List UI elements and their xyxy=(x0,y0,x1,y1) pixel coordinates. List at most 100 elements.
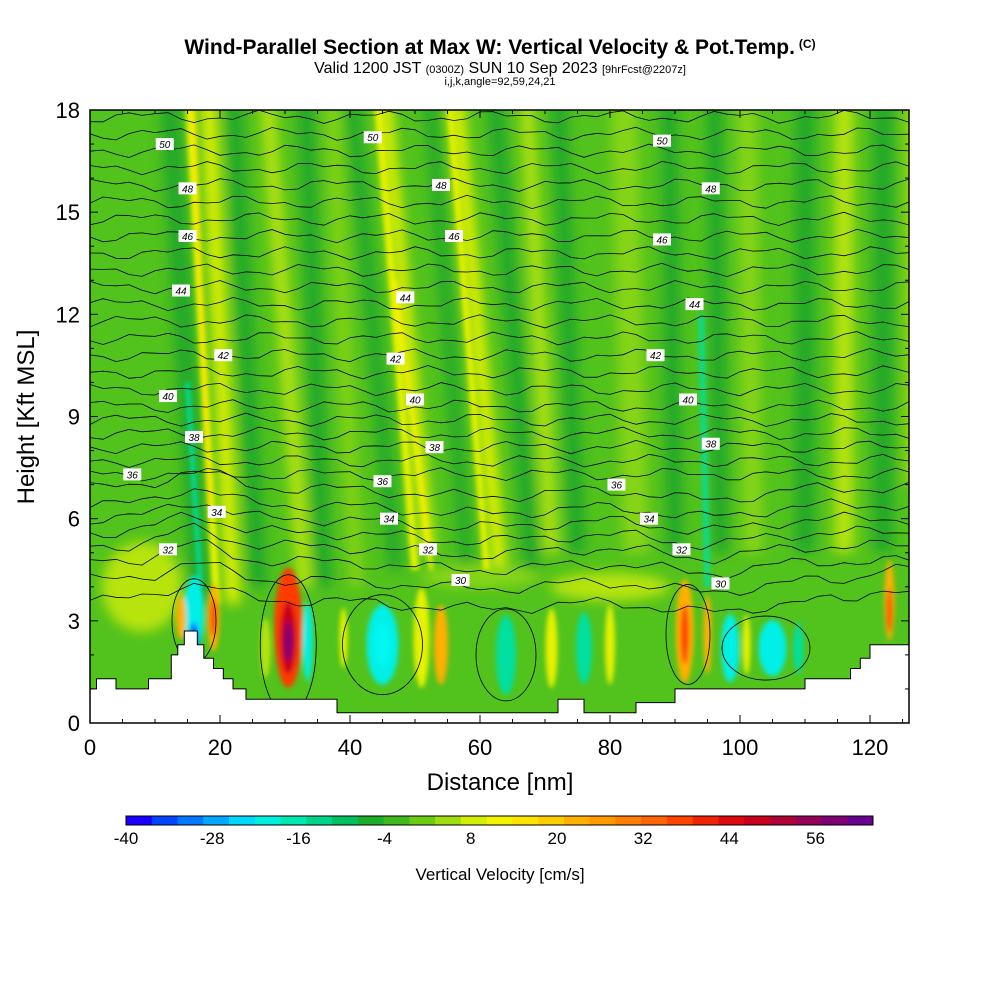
theta-contour xyxy=(90,126,909,141)
colorbar-tick-label: 8 xyxy=(466,829,475,848)
theta-contour xyxy=(90,246,909,261)
colorbar-swatch xyxy=(615,816,642,825)
theta-contour xyxy=(90,110,909,124)
contour-label-text: 40 xyxy=(409,395,421,406)
colorbar-tick-label: 20 xyxy=(548,829,567,848)
contour-label-text: 44 xyxy=(689,300,701,311)
contour-label-box xyxy=(380,512,398,525)
theta-contour xyxy=(90,296,909,312)
contour-label: 30 xyxy=(711,577,730,590)
velocity-band xyxy=(192,110,213,519)
colorbar-swatch xyxy=(666,816,694,825)
colorbar-swatch xyxy=(769,816,797,825)
contour-label: 32 xyxy=(159,543,177,556)
colorbar-swatch xyxy=(821,816,848,825)
theta-contour xyxy=(90,143,909,158)
contour-label: 32 xyxy=(672,543,691,556)
velocity-cell xyxy=(550,572,670,601)
contour-label-text: 42 xyxy=(650,351,662,362)
velocity-cell xyxy=(284,621,293,662)
contour-label-box xyxy=(640,512,658,525)
theta-contour xyxy=(90,194,909,210)
contour-label-box xyxy=(432,178,450,191)
x-tick-label: 20 xyxy=(208,735,232,760)
velocity-cell xyxy=(703,594,712,675)
contour-label-text: 36 xyxy=(127,470,139,481)
velocity-field xyxy=(102,110,909,632)
theta-contour xyxy=(90,439,909,455)
colorbar-swatch xyxy=(229,816,256,825)
contour-labels: 50 48 46 44 42 40 38 36 34 32 50 48 46 44 42 40 38 36 34 32… xyxy=(123,131,730,590)
colorbar-tick-label: -16 xyxy=(286,829,311,848)
x-tick-label: 120 xyxy=(852,735,889,760)
velocity-band xyxy=(345,110,403,570)
contour-label-text: 50 xyxy=(656,137,668,148)
colorbar-swatch xyxy=(177,816,204,825)
contour-label-box xyxy=(701,182,720,195)
chart-title-text: Wind-Parallel Section at Max W: Vertical… xyxy=(184,36,795,59)
y-tick-label: 6 xyxy=(68,507,80,532)
contour-label-text: 32 xyxy=(422,545,434,556)
colorbar-swatch xyxy=(203,816,230,825)
velocity-cell xyxy=(721,614,740,683)
contour-label-text: 46 xyxy=(656,235,668,246)
contour-label: 32 xyxy=(419,543,437,556)
contour-label: 42 xyxy=(386,352,405,366)
w-contour xyxy=(342,594,423,696)
contour-label-text: 30 xyxy=(455,576,467,587)
contour-label-box xyxy=(396,291,415,304)
valid-date: SUN 10 Sep 2023 xyxy=(468,60,598,77)
contour-label-box xyxy=(701,437,720,450)
velocity-band xyxy=(160,110,211,604)
x-tick-label: 100 xyxy=(722,735,759,760)
theta-contour xyxy=(90,511,909,551)
w-contour xyxy=(475,608,537,702)
contour-label-text: 36 xyxy=(377,477,389,488)
velocity-band xyxy=(520,110,558,553)
contour-label: 36 xyxy=(373,475,392,488)
colorbar-swatch xyxy=(692,816,719,825)
chart-title-mark: (C) xyxy=(798,37,816,51)
contour-label-box xyxy=(159,390,177,403)
contour-label: 36 xyxy=(123,468,142,481)
contour-label: 30 xyxy=(451,573,470,587)
theta-contour xyxy=(90,160,909,176)
theta-contour xyxy=(90,503,909,535)
contour-label: 42 xyxy=(646,349,665,362)
theta-contour xyxy=(90,228,909,244)
colorbar-tick-labels: -40 -28 -16 -4 8 20 32 44 56 xyxy=(114,829,825,848)
colorbar-frame xyxy=(125,815,874,826)
contour-label-box xyxy=(653,134,671,147)
theta-contour xyxy=(90,522,909,565)
theta-contour xyxy=(90,582,909,614)
velocity-cell xyxy=(576,612,592,685)
x-tick-label: 40 xyxy=(338,735,362,760)
contour-label-box xyxy=(214,349,233,362)
velocity-cell xyxy=(260,618,271,679)
contour-label-text: 48 xyxy=(705,184,717,195)
potential-temperature-contours xyxy=(90,110,909,716)
y-tick-label: 0 xyxy=(68,711,80,736)
contour-label-box xyxy=(123,468,142,481)
contour-label-text: 44 xyxy=(175,286,187,297)
contour-label-box xyxy=(425,441,444,454)
colorbar-swatch xyxy=(357,816,385,825)
contour-label: 46 xyxy=(445,230,463,243)
y-tick-label: 12 xyxy=(56,302,80,327)
contour-label-box xyxy=(679,393,697,406)
forecast-info: [9hrFcst@2207z] xyxy=(601,64,686,76)
theta-contour xyxy=(90,211,909,226)
contour-label-text: 34 xyxy=(643,515,655,526)
contour-label-box xyxy=(155,138,174,151)
contour-label: 50 xyxy=(363,131,382,144)
velocity-band xyxy=(737,110,763,553)
contour-label: 42 xyxy=(214,349,233,362)
velocity-band xyxy=(226,110,268,587)
contour-label-box xyxy=(185,430,203,443)
velocity-cell xyxy=(374,622,391,667)
theta-contour xyxy=(90,331,909,346)
colorbar-tick-label: 44 xyxy=(720,829,739,848)
contour-label-text: 50 xyxy=(367,133,379,144)
